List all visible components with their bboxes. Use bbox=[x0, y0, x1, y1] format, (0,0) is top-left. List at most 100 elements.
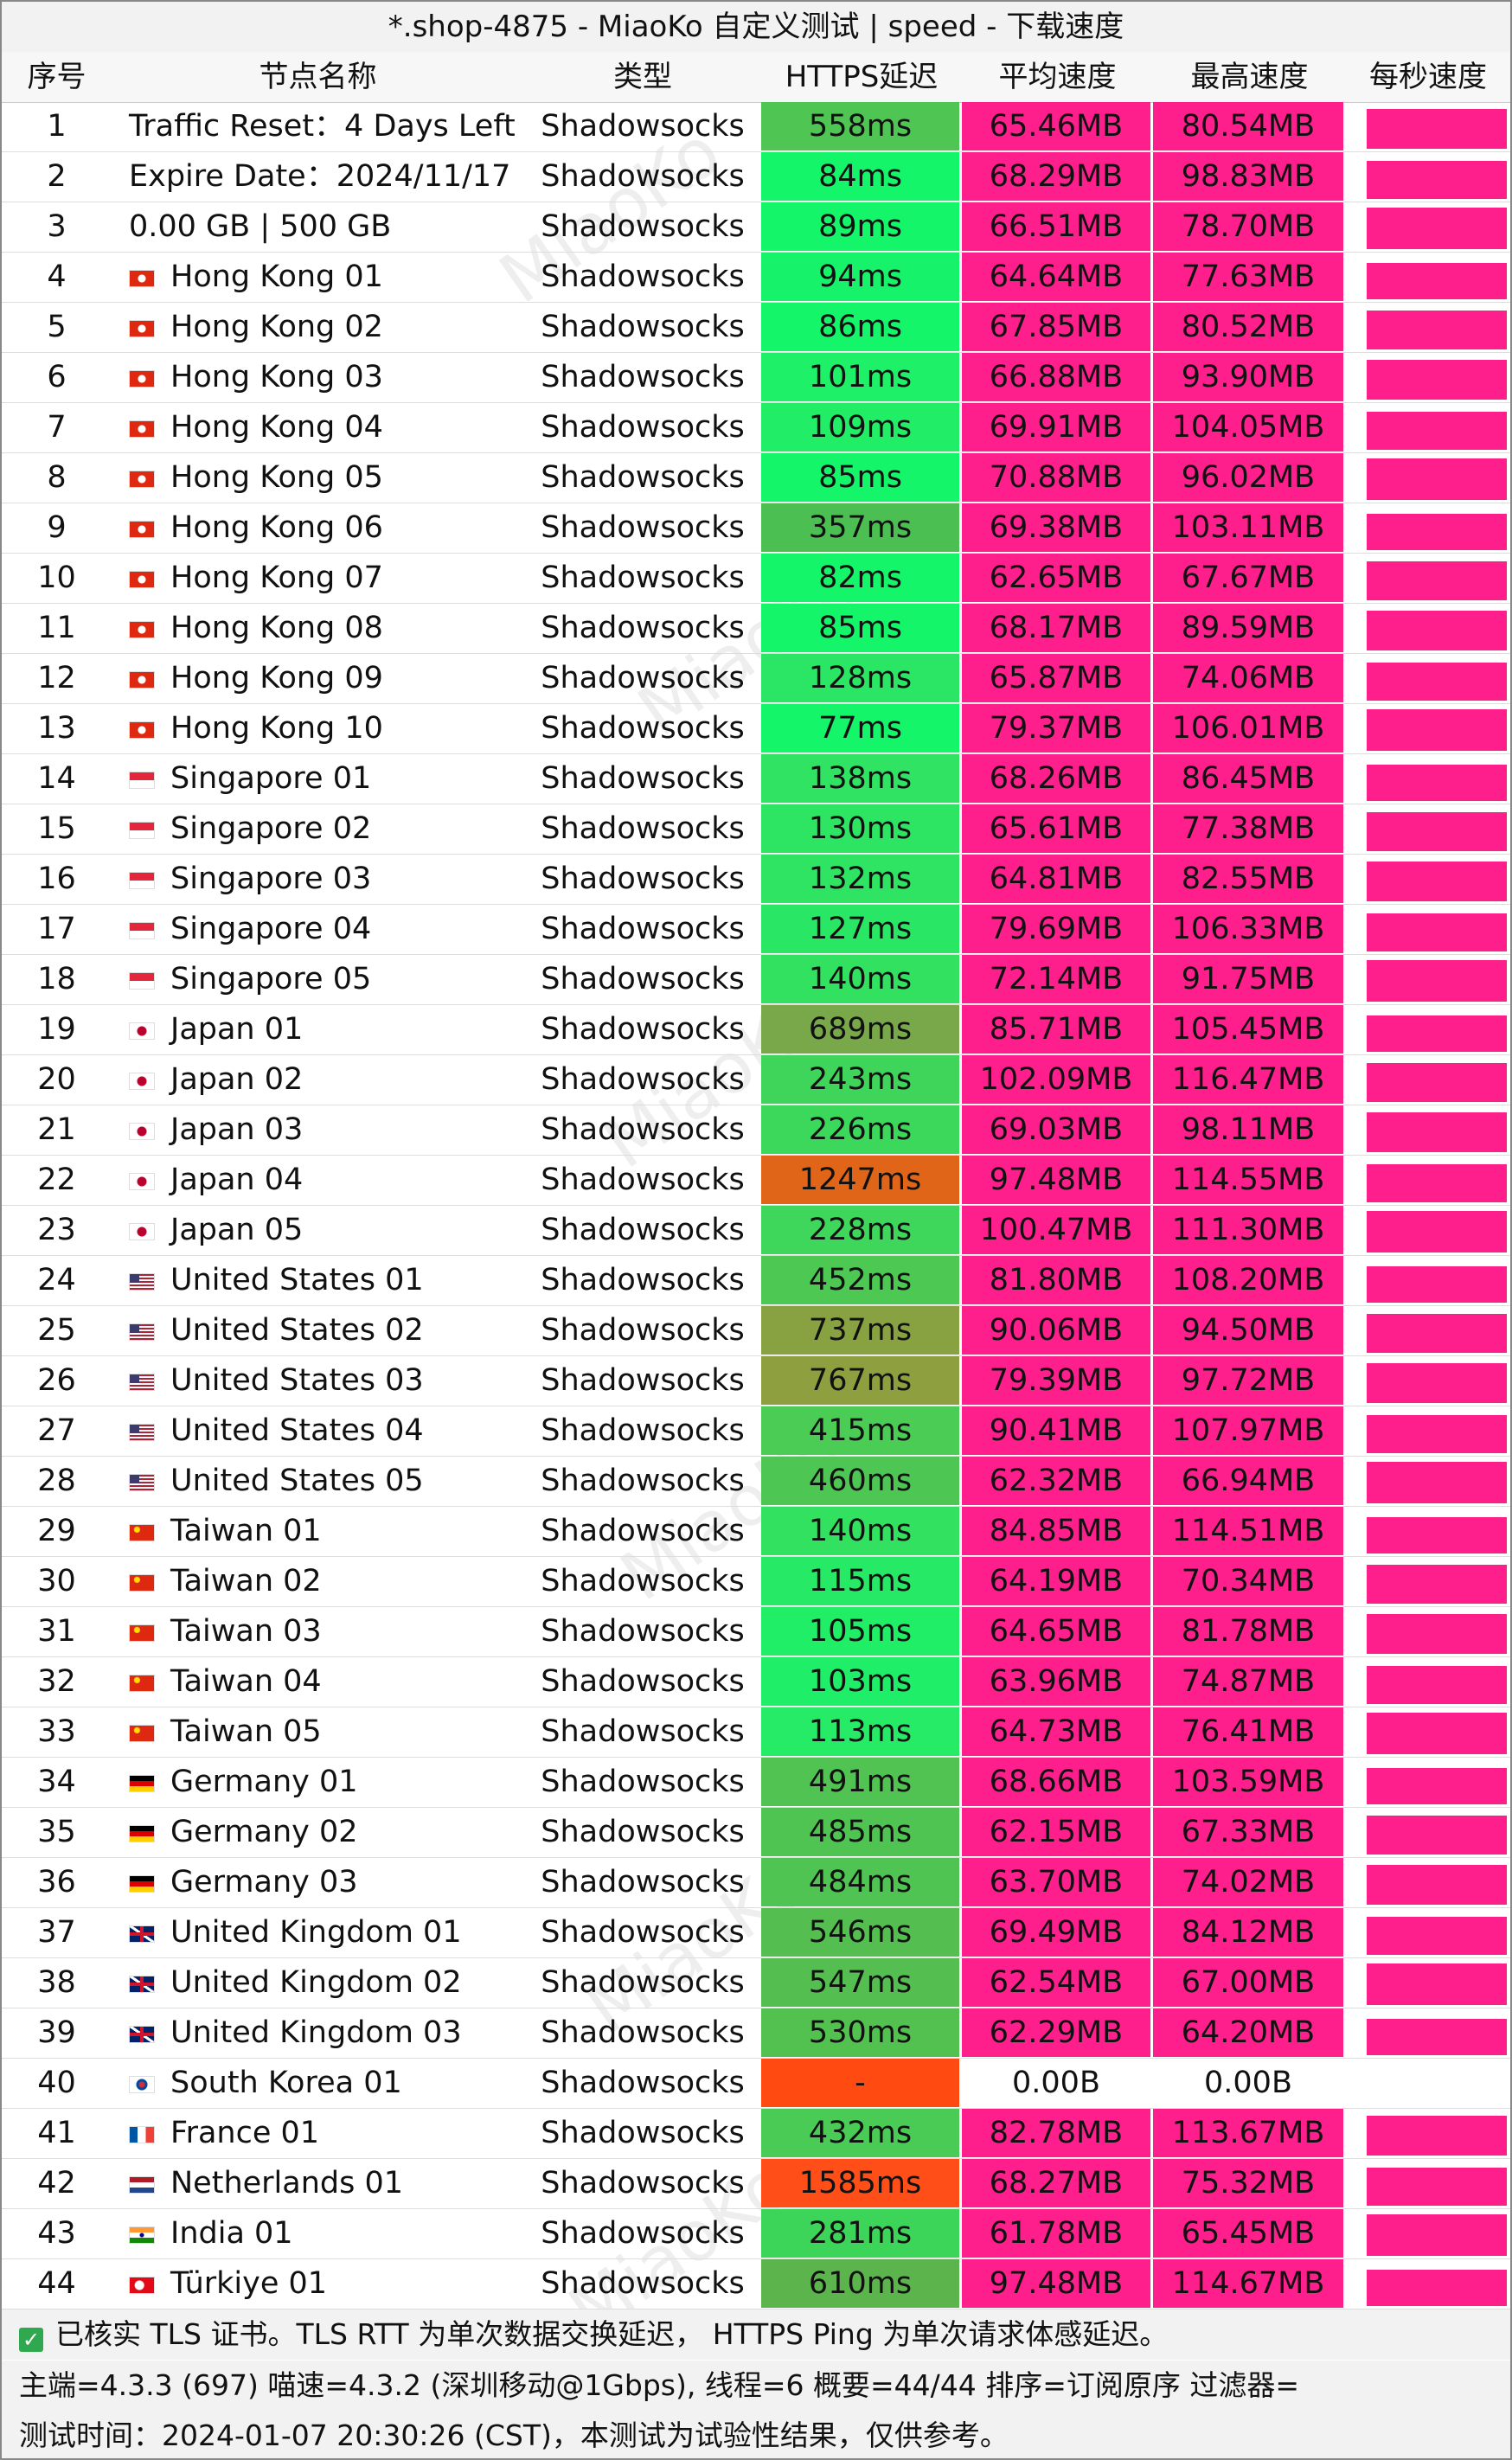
node-name-text: United States 03 bbox=[170, 1363, 424, 1398]
row-separator bbox=[2, 2158, 1510, 2159]
row-separator bbox=[2, 402, 1510, 403]
latency: 452ms bbox=[761, 1256, 959, 1304]
node-name-text: Taiwan 01 bbox=[170, 1514, 322, 1548]
flag-icon bbox=[129, 370, 155, 388]
flag-icon bbox=[129, 1073, 155, 1090]
latency: 138ms bbox=[761, 754, 959, 803]
speed-sparkline bbox=[1367, 1112, 1507, 1152]
node-name-text: Hong Kong 06 bbox=[170, 510, 383, 545]
latency: 737ms bbox=[761, 1306, 959, 1355]
node-name-text: Singapore 03 bbox=[170, 862, 372, 896]
index: 43 bbox=[37, 2216, 76, 2251]
row-separator bbox=[2, 2208, 1510, 2209]
index: 22 bbox=[37, 1163, 76, 1197]
speed-sparkline bbox=[1367, 1415, 1507, 1453]
latency: 689ms bbox=[761, 1005, 959, 1054]
row-separator bbox=[2, 2108, 1510, 2109]
row-separator bbox=[2, 2058, 1510, 2059]
node-name: Hong Kong 09 bbox=[112, 654, 524, 702]
node-name-text: Singapore 04 bbox=[170, 912, 372, 946]
max-speed: 74.02MB bbox=[1153, 1858, 1343, 1906]
avg-speed: 61.78MB bbox=[962, 2209, 1150, 2258]
node-name: Hong Kong 02 bbox=[112, 303, 524, 351]
avg-speed: 69.49MB bbox=[962, 1908, 1150, 1957]
row-separator bbox=[2, 703, 1510, 704]
avg-speed: 62.54MB bbox=[962, 1958, 1150, 2007]
flag-icon bbox=[129, 2076, 155, 2093]
row-separator bbox=[2, 1957, 1510, 1958]
node-name: Hong Kong 08 bbox=[112, 604, 524, 652]
row-separator bbox=[2, 1456, 1510, 1457]
type: Shadowsocks bbox=[541, 109, 745, 144]
latency: 1247ms bbox=[761, 1156, 959, 1204]
node-name-text: India 01 bbox=[170, 2216, 293, 2251]
avg-speed: 68.27MB bbox=[962, 2159, 1150, 2207]
node-name: Expire Date：2024/11/17 bbox=[112, 152, 524, 201]
row-separator bbox=[2, 1807, 1510, 1808]
avg-speed: 62.32MB bbox=[962, 1457, 1150, 1505]
max-speed: 77.63MB bbox=[1153, 253, 1343, 301]
node-name: Germany 01 bbox=[112, 1758, 524, 1806]
row-separator bbox=[2, 1305, 1510, 1306]
max-speed: 108.20MB bbox=[1153, 1256, 1343, 1304]
node-name-text: Singapore 01 bbox=[170, 761, 372, 796]
avg-speed: 63.70MB bbox=[962, 1858, 1150, 1906]
speed-sparkline bbox=[1367, 862, 1507, 901]
max-speed: 77.38MB bbox=[1153, 804, 1343, 853]
row-separator bbox=[2, 1054, 1510, 1055]
max-speed: 98.11MB bbox=[1153, 1105, 1343, 1154]
flag-icon bbox=[129, 270, 155, 287]
index: 44 bbox=[37, 2266, 76, 2301]
latency: 130ms bbox=[761, 804, 959, 853]
max-speed: 67.67MB bbox=[1153, 554, 1343, 602]
max-speed: 89.59MB bbox=[1153, 604, 1343, 652]
flag-icon bbox=[129, 922, 155, 939]
flag-icon bbox=[129, 872, 155, 889]
index: 25 bbox=[37, 1313, 76, 1348]
type: Shadowsocks bbox=[541, 1664, 745, 1699]
index: 34 bbox=[37, 1765, 76, 1799]
node-name: Germany 02 bbox=[112, 1808, 524, 1856]
avg-speed: 85.71MB bbox=[962, 1005, 1150, 1054]
latency: 1585ms bbox=[761, 2159, 959, 2207]
type: Shadowsocks bbox=[541, 1815, 745, 1849]
speed-sparkline bbox=[1367, 1768, 1507, 1804]
avg-speed: 82.78MB bbox=[962, 2109, 1150, 2157]
node-name-text: Taiwan 02 bbox=[170, 1564, 322, 1598]
footer-line: 测试时间：2024-01-07 20:30:26 (CST)，本测试为试验性结果… bbox=[2, 2411, 1510, 2458]
max-speed: 106.33MB bbox=[1153, 905, 1343, 953]
avg-speed: 68.17MB bbox=[962, 604, 1150, 652]
column-header: HTTPS延迟 bbox=[761, 52, 962, 103]
flag-icon bbox=[129, 1424, 155, 1441]
type: Shadowsocks bbox=[541, 2166, 745, 2201]
latency: 546ms bbox=[761, 1908, 959, 1957]
type: Shadowsocks bbox=[541, 259, 745, 294]
avg-speed: 102.09MB bbox=[962, 1055, 1150, 1104]
flag-icon bbox=[129, 772, 155, 789]
flag-icon bbox=[129, 1825, 155, 1842]
max-speed: 74.06MB bbox=[1153, 654, 1343, 702]
speed-sparkline bbox=[1367, 1517, 1507, 1554]
index: 42 bbox=[37, 2166, 76, 2201]
index: 12 bbox=[37, 661, 76, 695]
row-separator bbox=[2, 1255, 1510, 1256]
node-name-text: Japan 01 bbox=[170, 1012, 304, 1047]
type: Shadowsocks bbox=[541, 1012, 745, 1047]
type: Shadowsocks bbox=[541, 761, 745, 796]
flag-icon bbox=[129, 1976, 155, 1993]
max-speed: 75.32MB bbox=[1153, 2159, 1343, 2207]
flag-icon bbox=[129, 1725, 155, 1742]
type: Shadowsocks bbox=[541, 1313, 745, 1348]
row-separator bbox=[2, 1857, 1510, 1858]
speed-sparkline bbox=[1367, 458, 1507, 500]
flag-icon bbox=[129, 1675, 155, 1692]
index: 4 bbox=[47, 259, 67, 294]
type: Shadowsocks bbox=[541, 862, 745, 896]
index: 18 bbox=[37, 962, 76, 996]
speed-sparkline bbox=[1367, 561, 1507, 600]
type: Shadowsocks bbox=[541, 1714, 745, 1749]
avg-speed: 64.81MB bbox=[962, 855, 1150, 903]
row-separator bbox=[2, 1757, 1510, 1758]
flag-icon bbox=[129, 1524, 155, 1541]
type: Shadowsocks bbox=[541, 1464, 745, 1498]
